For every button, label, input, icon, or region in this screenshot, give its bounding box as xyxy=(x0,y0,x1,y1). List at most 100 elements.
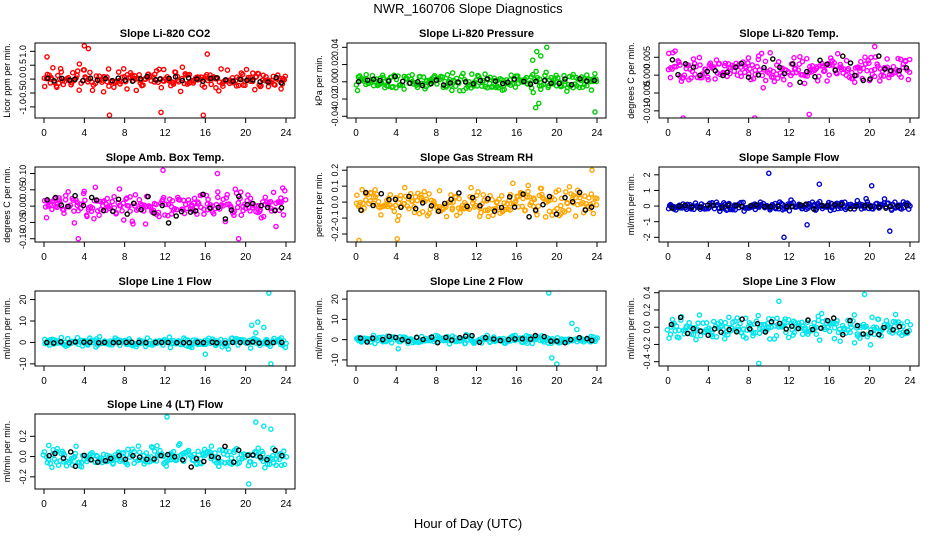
data-point xyxy=(822,67,828,74)
reference-point xyxy=(554,338,560,344)
y-tick-label: 0.005 xyxy=(642,46,652,69)
data-point-outlier xyxy=(592,109,598,115)
reference-point xyxy=(123,339,130,346)
reference-point xyxy=(144,73,150,80)
data-point xyxy=(370,194,377,200)
data-point xyxy=(222,460,228,466)
data-point xyxy=(878,72,884,79)
reference-point xyxy=(582,207,589,213)
data-point xyxy=(224,67,231,73)
reference-point xyxy=(109,77,116,84)
x-tick-label: 4 xyxy=(82,499,88,510)
data-point xyxy=(818,310,825,317)
data-point xyxy=(163,463,170,469)
reference-point xyxy=(789,323,795,330)
data-point xyxy=(393,85,399,91)
reference-point xyxy=(72,339,79,345)
x-axis: 0 4 8 12 16 20 24 xyxy=(665,366,916,387)
data-point xyxy=(892,199,898,205)
reference-point xyxy=(173,213,179,219)
reference-point xyxy=(781,70,788,77)
reference-point xyxy=(476,339,483,346)
reference-point xyxy=(151,210,157,216)
reference-point xyxy=(904,329,910,335)
reference-point xyxy=(235,447,242,454)
y-tick-label: -1.0 xyxy=(18,99,28,115)
x-axis: 0 4 8 12 16 20 24 xyxy=(353,366,603,387)
data-point xyxy=(456,195,462,202)
reference-point xyxy=(682,202,688,209)
data-point xyxy=(576,84,583,91)
data-point xyxy=(387,191,394,198)
reference-point xyxy=(369,335,376,341)
x-tick-label: 0 xyxy=(41,252,47,263)
data-point xyxy=(797,54,803,60)
reference-point xyxy=(434,339,441,346)
data-point xyxy=(215,463,222,470)
data-point xyxy=(738,73,745,80)
data-point xyxy=(359,186,366,193)
reference-point xyxy=(675,71,681,78)
data-point xyxy=(795,320,802,327)
reference-point xyxy=(419,200,426,206)
reference-point xyxy=(213,339,220,346)
reference-point xyxy=(130,200,137,207)
data-point xyxy=(754,63,760,70)
data-point xyxy=(813,206,820,212)
reference-point xyxy=(244,77,250,84)
data-point-outlier xyxy=(214,170,221,177)
x-tick-label: 24 xyxy=(280,128,292,139)
data-point xyxy=(72,450,79,457)
reference-point xyxy=(669,205,675,211)
x-tick-label: 24 xyxy=(280,376,292,387)
figure-title: NWR_160706 Slope Diagnostics xyxy=(373,1,563,16)
reference-point xyxy=(143,339,149,346)
data-point xyxy=(892,319,899,325)
data-point xyxy=(851,339,858,346)
data-point xyxy=(705,76,712,83)
data-point xyxy=(869,314,875,321)
reference-point xyxy=(469,332,475,339)
y-tick-label: 0.0 xyxy=(18,73,28,86)
data-point xyxy=(783,329,789,336)
data-point xyxy=(201,84,208,90)
data-point xyxy=(814,78,821,84)
x-tick-label: 0 xyxy=(665,376,671,387)
reference-point xyxy=(876,331,882,338)
reference-point xyxy=(464,203,470,210)
reference-point xyxy=(718,329,724,336)
data-point xyxy=(278,195,284,201)
reference-point xyxy=(710,202,717,209)
data-point-outlier xyxy=(546,291,552,296)
reference-point xyxy=(249,339,256,345)
data-point-outlier xyxy=(532,104,539,111)
data-point xyxy=(431,73,438,79)
y-tick-label: 0.2 xyxy=(330,164,340,177)
data-point-outlier xyxy=(245,481,252,487)
x-tick-label: 4 xyxy=(82,252,88,263)
data-point-outlier xyxy=(395,345,402,352)
data-point xyxy=(426,191,432,197)
reference-point xyxy=(477,202,483,209)
data-point xyxy=(439,74,446,80)
reference-point xyxy=(143,456,150,463)
data-point xyxy=(125,446,131,453)
data-point xyxy=(217,336,224,343)
data-point xyxy=(203,71,210,78)
data-points xyxy=(353,44,600,115)
x-tick-label: 12 xyxy=(471,128,483,139)
data-point xyxy=(767,336,773,342)
data-point xyxy=(100,451,107,458)
x-tick-label: 20 xyxy=(551,376,563,387)
reference-point xyxy=(200,339,207,346)
data-point xyxy=(61,210,67,217)
data-point xyxy=(696,54,703,61)
data-point xyxy=(397,192,404,199)
x-tick-label: 24 xyxy=(591,376,603,387)
data-point-outlier xyxy=(75,235,82,242)
reference-point xyxy=(270,339,277,346)
reference-point xyxy=(669,57,676,63)
plot-frame xyxy=(34,290,296,367)
